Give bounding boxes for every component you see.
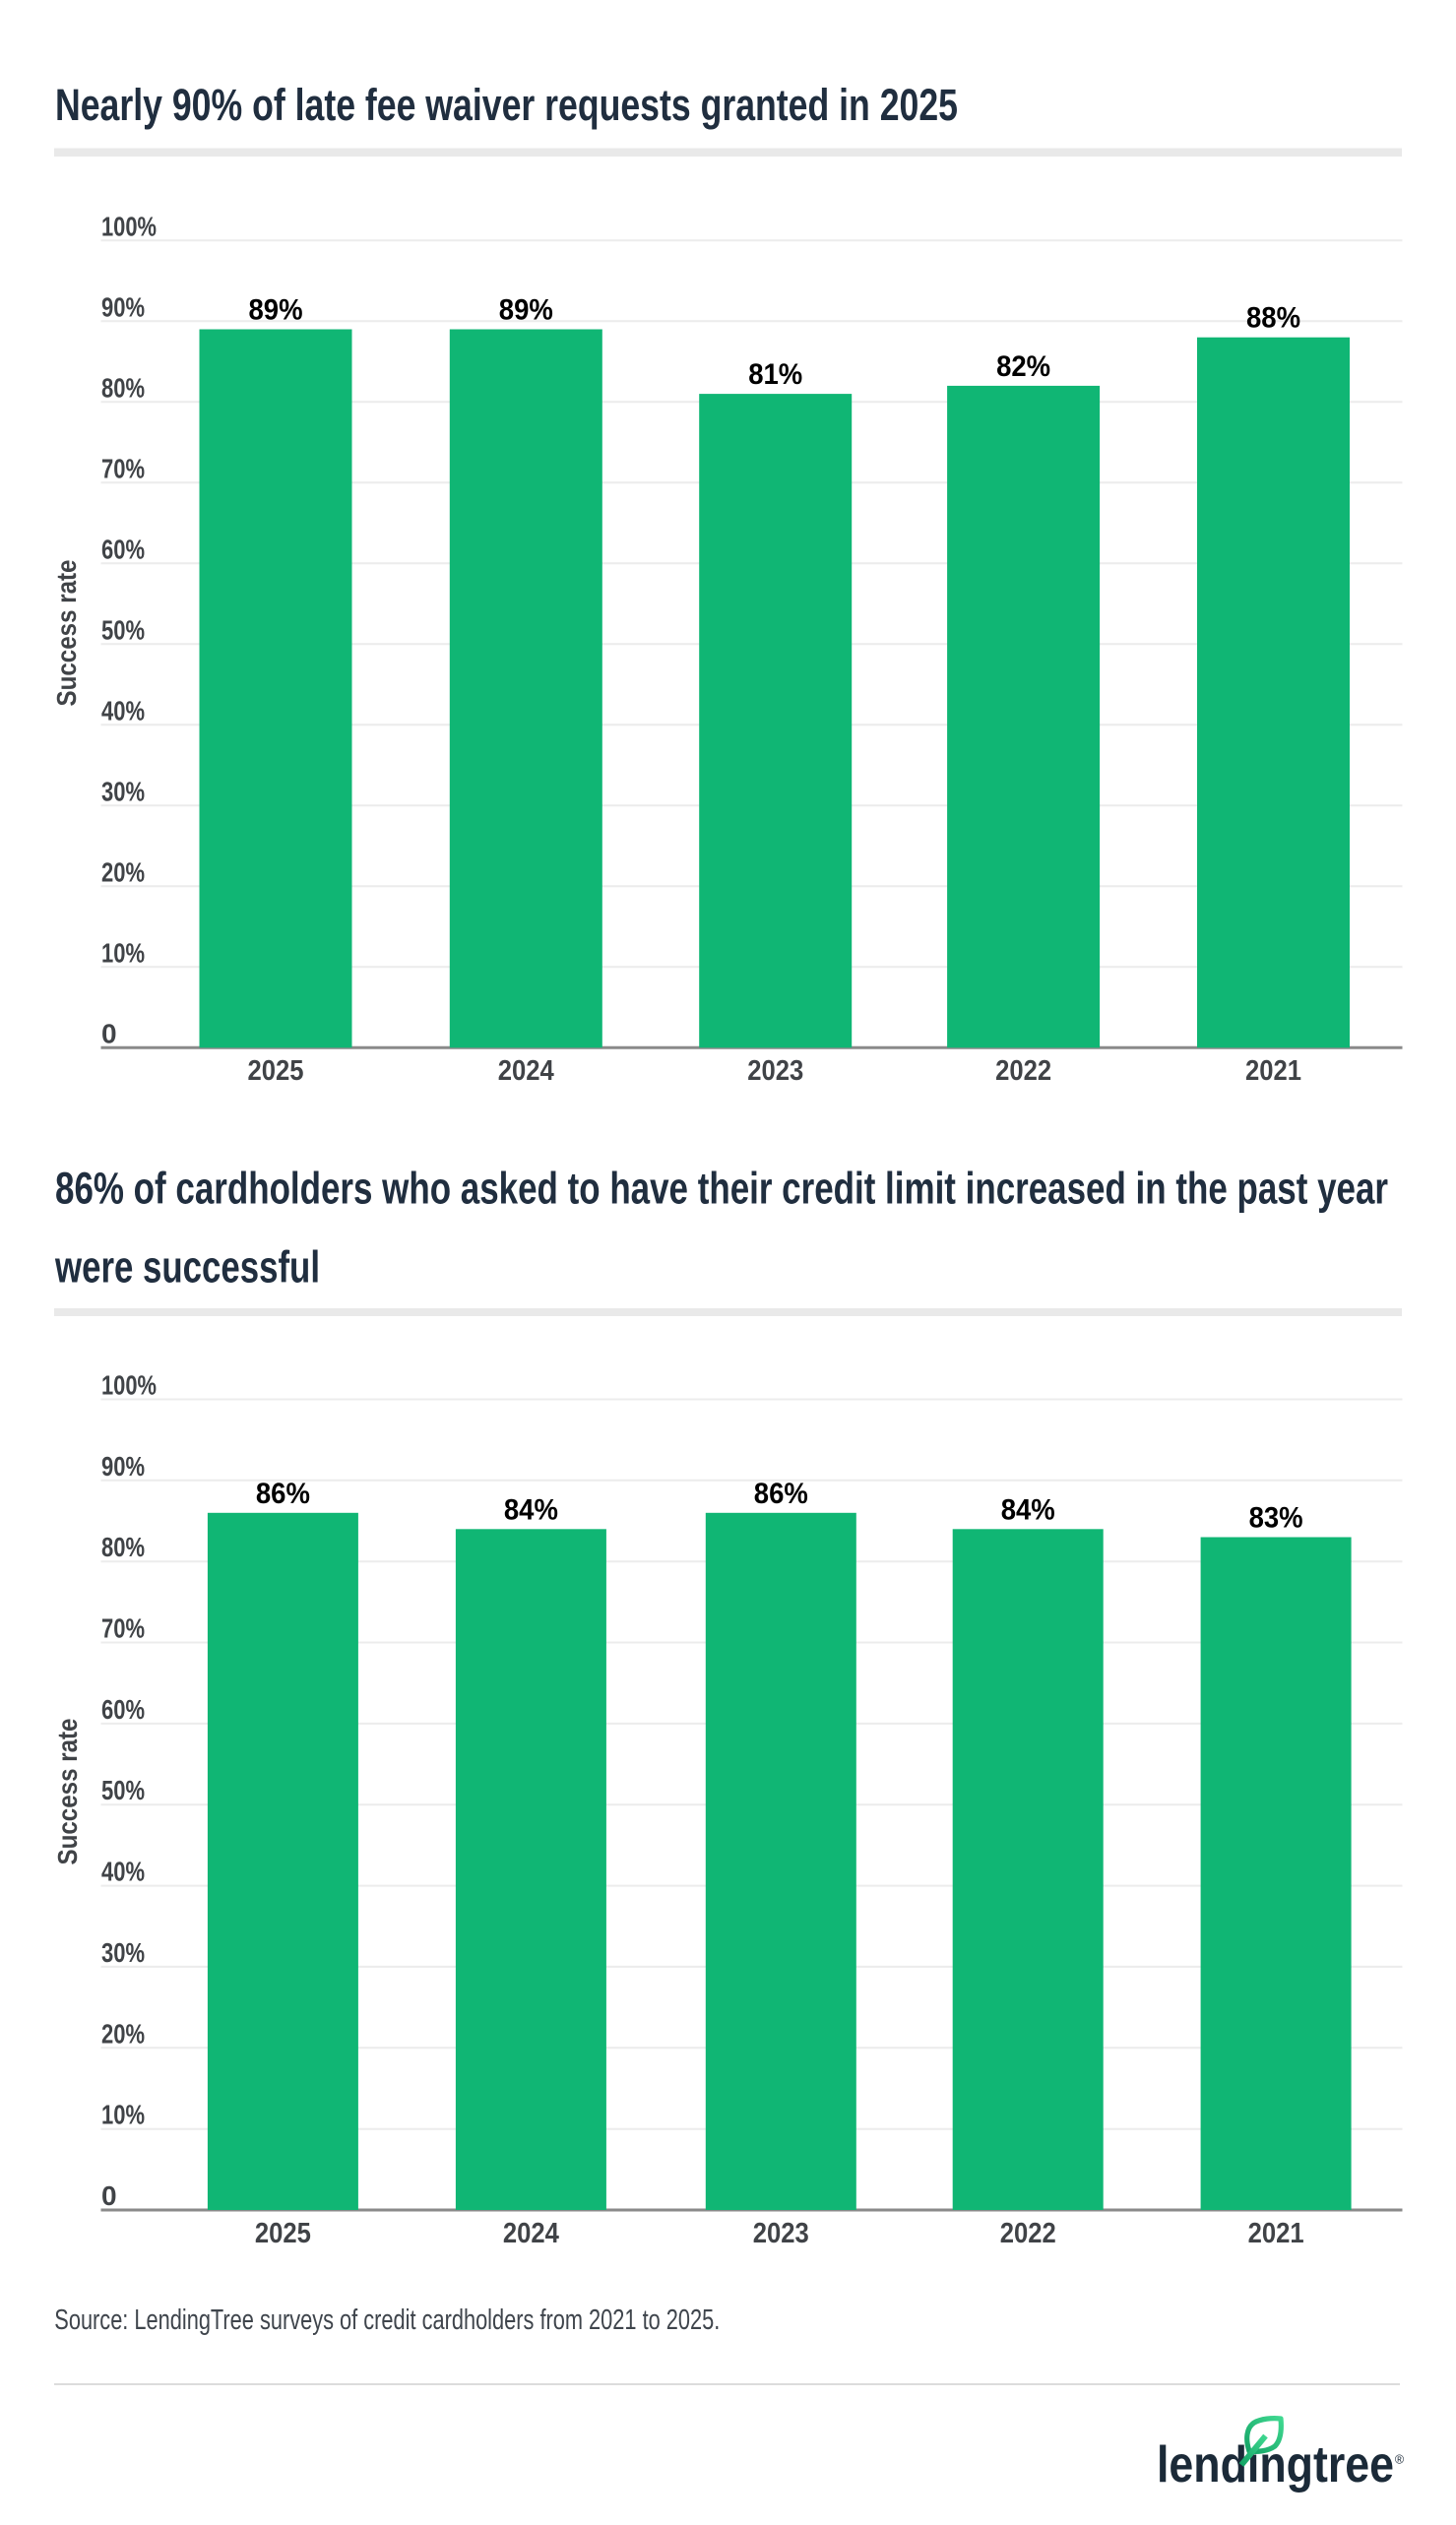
svg-text:2023: 2023 <box>753 2218 809 2249</box>
svg-text:30%: 30% <box>101 776 145 806</box>
svg-text:81%: 81% <box>748 358 802 391</box>
svg-text:2025: 2025 <box>248 1055 304 1087</box>
svg-text:82%: 82% <box>996 350 1050 383</box>
svg-text:70%: 70% <box>101 1613 145 1644</box>
svg-text:2022: 2022 <box>995 1055 1051 1087</box>
svg-text:60%: 60% <box>101 1694 145 1725</box>
svg-text:Source: LendingTree surveys of: Source: LendingTree surveys of credit ca… <box>54 2304 720 2336</box>
svg-text:Success rate: Success rate <box>51 560 82 707</box>
svg-text:90%: 90% <box>101 1451 145 1482</box>
svg-text:88%: 88% <box>1246 302 1300 335</box>
svg-text:89%: 89% <box>499 294 553 327</box>
svg-text:Success rate: Success rate <box>52 1719 83 1865</box>
svg-text:2025: 2025 <box>255 2218 311 2249</box>
svg-text:Nearly 90% of late fee waiver: Nearly 90% of late fee waiver requests g… <box>55 80 958 130</box>
svg-text:30%: 30% <box>101 1937 145 1968</box>
svg-text:60%: 60% <box>101 534 145 564</box>
svg-text:2024: 2024 <box>498 1055 554 1087</box>
svg-text:86%: 86% <box>256 1478 310 1510</box>
svg-text:84%: 84% <box>1001 1493 1055 1526</box>
svg-text:0: 0 <box>101 2180 117 2211</box>
svg-text:83%: 83% <box>1249 1502 1303 1535</box>
svg-text:2021: 2021 <box>1248 2218 1304 2249</box>
svg-text:40%: 40% <box>101 1857 145 1887</box>
svg-text:70%: 70% <box>101 453 145 483</box>
svg-text:80%: 80% <box>101 1532 145 1562</box>
svg-text:84%: 84% <box>504 1493 558 1526</box>
svg-text:89%: 89% <box>249 294 303 327</box>
svg-text:40%: 40% <box>101 695 145 726</box>
svg-text:86% of cardholders who asked t: 86% of cardholders who asked to have the… <box>55 1164 1388 1214</box>
svg-text:2021: 2021 <box>1245 1055 1301 1087</box>
svg-text:2024: 2024 <box>503 2218 559 2249</box>
svg-text:50%: 50% <box>101 614 145 645</box>
svg-text:90%: 90% <box>101 291 145 322</box>
svg-text:100%: 100% <box>101 1370 157 1401</box>
svg-text:10%: 10% <box>101 2100 145 2130</box>
svg-text:100%: 100% <box>101 211 157 241</box>
svg-text:80%: 80% <box>101 372 145 403</box>
svg-text:86%: 86% <box>754 1478 808 1510</box>
svg-text:2023: 2023 <box>747 1055 803 1087</box>
svg-text:20%: 20% <box>101 2018 145 2049</box>
svg-text:10%: 10% <box>101 937 145 968</box>
svg-text:50%: 50% <box>101 1775 145 1805</box>
svg-text:0: 0 <box>101 1018 117 1048</box>
svg-text:2022: 2022 <box>1000 2218 1056 2249</box>
svg-text:20%: 20% <box>101 856 145 887</box>
svg-text:®: ® <box>1395 2453 1405 2467</box>
svg-text:were successful: were successful <box>54 1242 320 1293</box>
